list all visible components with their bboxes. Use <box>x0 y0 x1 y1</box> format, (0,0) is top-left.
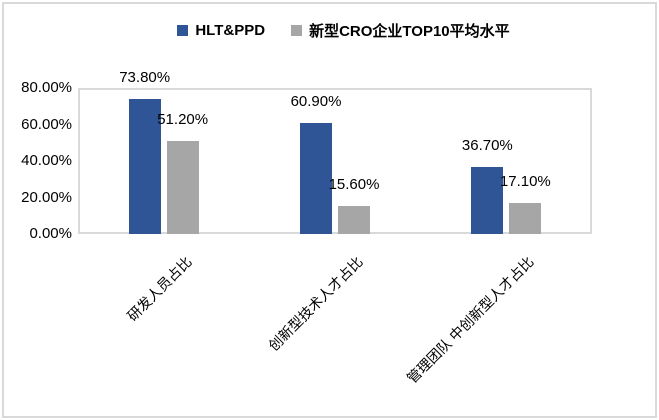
bar-data-label: 73.80% <box>119 69 171 87</box>
bar-cro-top10 <box>338 205 370 234</box>
legend-label-hlt-ppd: HLT&PPD <box>195 22 266 39</box>
y-axis-tick-label: 40.00% <box>21 152 72 169</box>
category-axis-label: 研发人员占比 <box>123 253 195 325</box>
bar-data-label: 17.10% <box>499 172 551 190</box>
bar-hlt-ppd <box>300 122 332 234</box>
bar-data-label: 36.70% <box>461 137 513 155</box>
bar-cro-top10 <box>166 140 199 234</box>
legend-item-cro-top10: 新型CRO企业TOP10平均水平 <box>291 20 510 41</box>
category-axis-label: 创新型技术人才占比 <box>265 253 366 354</box>
y-axis-tick-label: 20.00% <box>21 188 72 206</box>
bar-data-label: 15.60% <box>328 175 380 193</box>
legend-label-cro-top10: 新型CRO企业TOP10平均水平 <box>309 23 510 40</box>
bar-cro-top10 <box>509 202 542 234</box>
bar-hlt-ppd <box>471 167 504 234</box>
y-axis-tick-label: 80.00% <box>21 79 72 96</box>
legend-swatch-gray-icon <box>291 25 303 36</box>
plot-area <box>78 88 592 234</box>
category-axis-label: 管理团队 中创新型人才占比 <box>404 253 538 387</box>
bar-data-label: 60.90% <box>290 92 342 110</box>
y-axis-tick-label: 60.00% <box>21 115 72 133</box>
legend-swatch-blue-icon <box>177 25 189 36</box>
legend-item-hlt-ppd: HLT&PPD <box>177 22 265 39</box>
bar-hlt-ppd <box>128 99 161 234</box>
y-axis-tick-label: 0.00% <box>29 225 72 242</box>
legend: HLT&PPD 新型CRO企业TOP10平均水平 <box>0 20 659 41</box>
bar-data-label: 51.20% <box>157 110 209 128</box>
